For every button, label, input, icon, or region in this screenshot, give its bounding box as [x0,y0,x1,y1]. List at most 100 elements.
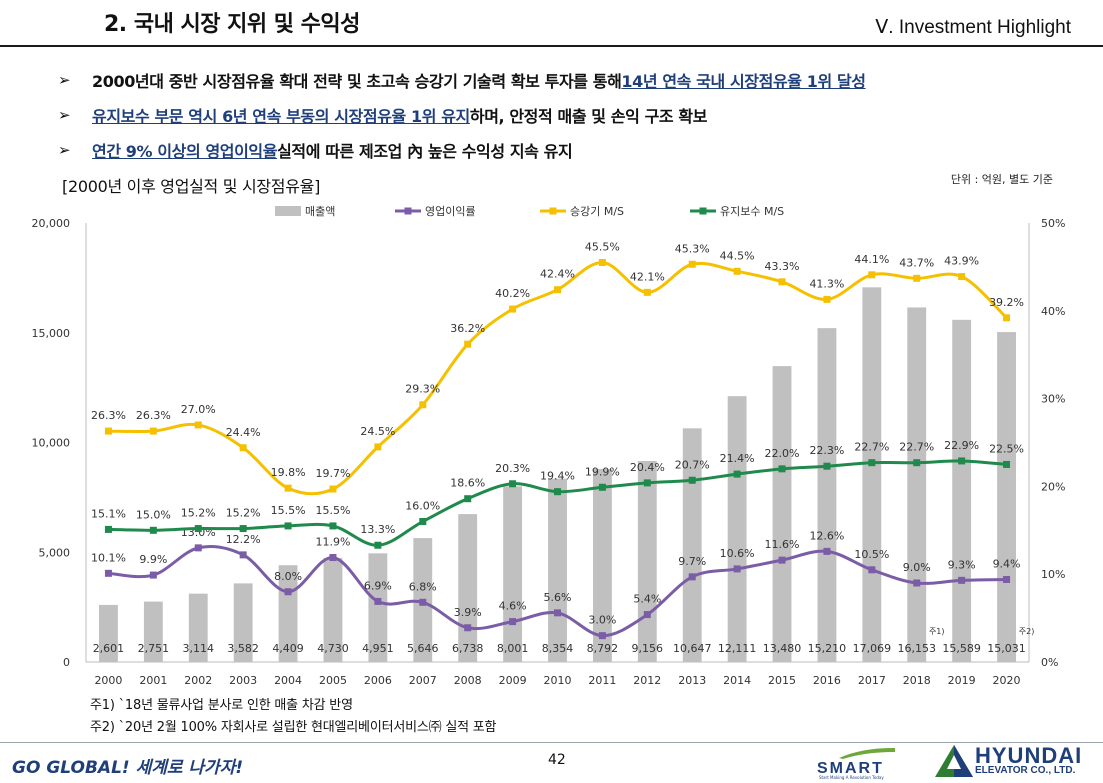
point-operating-margin [239,551,247,559]
bar-value-label: 15,210 [808,642,847,655]
x-tick-label: 2002 [184,674,212,687]
x-tick-label: 2010 [544,674,572,687]
data-label-maintenance-ms: 22.7% [899,441,934,454]
point-elevator-ms [239,444,247,452]
x-tick-label: 2007 [409,674,437,687]
x-tick-label: 2006 [364,674,392,687]
x-tick-label: 2012 [633,674,661,687]
footnote-marker: 주2) [1019,627,1035,636]
data-label-elevator-ms: 42.4% [540,268,575,281]
point-elevator-ms [778,278,786,286]
bullet-item: ➢ 유지보수 부문 역시 6년 연속 부동의 시장점유율 1위 유지 하며, 안… [58,97,1078,132]
page-title: 2. 국내 시장 지위 및 수익성 [104,12,360,37]
legend-marker-maintenance-ms [699,207,707,215]
footnote-marker: 주1) [929,627,945,636]
data-label-operating-margin: 9.0% [903,561,931,574]
data-label-maintenance-ms: 15.1% [91,507,126,520]
data-label-maintenance-ms: 15.5% [315,504,350,517]
data-label-elevator-ms: 40.2% [495,287,530,300]
data-label-elevator-ms: 27.0% [181,403,216,416]
data-label-maintenance-ms: 20.7% [675,458,710,471]
data-label-operating-margin: 9.4% [993,557,1021,570]
bullet-item: ➢ 2000년대 중반 시장점유율 확대 전략 및 초고속 승강기 기술력 확보… [58,62,1078,97]
legend-marker-elevator-ms [549,207,557,215]
y-right-tick-label: 10% [1041,568,1065,581]
arrow-bullet-icon: ➢ [58,70,71,89]
smart-tagline: Start Making A Revolution Today [819,775,884,780]
data-label-maintenance-ms: 22.7% [854,441,889,454]
point-operating-margin [194,544,202,552]
point-operating-margin [464,624,472,632]
point-operating-margin [149,571,157,579]
bar-value-label: 8,001 [497,642,529,655]
point-operating-margin [823,547,831,555]
point-elevator-ms [958,273,966,281]
y-left-tick-label: 20,000 [32,217,71,230]
point-maintenance-ms [913,459,921,467]
data-label-elevator-ms: 19.7% [315,467,350,480]
point-operating-margin [1003,575,1011,583]
point-maintenance-ms [554,488,561,496]
data-label-elevator-ms: 43.9% [944,255,979,268]
x-tick-label: 2013 [678,674,706,687]
x-tick-label: 2009 [499,674,527,687]
hyundai-triangle-icon [935,745,973,777]
footer-slogan: GO GLOBAL! 세계로 나가자! [12,758,244,778]
unit-note: 단위 : 억원, 별도 기준 [950,173,1053,186]
data-label-operating-margin: 8.0% [274,570,302,583]
data-label-maintenance-ms: 20.3% [495,462,530,475]
point-maintenance-ms [733,470,741,478]
bar-revenue [458,514,478,662]
bar-revenue [368,553,388,662]
x-tick-label: 2014 [723,674,751,687]
point-elevator-ms [194,421,202,429]
bar-revenue [907,307,927,662]
data-label-maintenance-ms: 19.9% [585,465,620,478]
bullet-item: ➢ 연간 9% 이상의 영업이익율 실적에 따른 제조업 內 높은 수익성 지속… [58,132,1078,167]
hyundai-logo-sub: ELEVATOR CO., LTD. [975,765,1076,776]
footnote-2: 주2) `20년 2월 100% 자회사로 설립한 현대엘리베이터서비스㈜ 실적… [90,720,497,735]
bar-value-label: 2,751 [138,642,170,655]
point-operating-margin [778,556,786,564]
point-elevator-ms [284,484,292,492]
bar-revenue [323,558,343,662]
point-elevator-ms [554,286,561,294]
data-label-operating-margin: 9.3% [948,558,976,571]
data-label-elevator-ms: 24.5% [360,425,395,438]
x-tick-label: 2003 [229,674,257,687]
point-maintenance-ms [1003,460,1011,468]
bar-value-label: 15,031 [987,642,1026,655]
data-label-maintenance-ms: 15.5% [271,504,306,517]
point-elevator-ms [1003,314,1011,322]
bar-revenue [997,332,1016,662]
hyundai-logo-name: HYUNDAI [975,743,1083,768]
bar-revenue [188,593,208,662]
data-label-operating-margin: 6.8% [409,580,437,593]
point-operating-margin [104,569,112,577]
point-elevator-ms [598,259,606,267]
point-elevator-ms [374,443,382,451]
point-operating-margin [643,611,651,619]
data-label-operating-margin: 11.6% [765,538,800,551]
hyundai-logo: HYUNDAI ELEVATOR CO., LTD. [935,743,1095,779]
y-right-tick-label: 50% [1041,217,1065,230]
point-elevator-ms [509,305,517,313]
data-label-operating-margin: 11.9% [315,536,350,549]
data-label-elevator-ms: 42.1% [630,270,665,283]
data-label-maintenance-ms: 20.4% [630,461,665,474]
point-elevator-ms [913,274,921,282]
bar-revenue [503,486,523,662]
smart-logo: SMART Start Making A Revolution Today [815,744,910,780]
data-label-elevator-ms: 26.3% [136,409,171,422]
point-operating-margin [958,576,966,584]
bar-revenue [862,287,882,662]
data-label-maintenance-ms: 13.3% [360,523,395,536]
point-elevator-ms [329,485,337,493]
point-operating-margin [284,588,292,596]
bullet-text: 2000년대 중반 시장점유율 확대 전략 및 초고속 승강기 기술력 확보 투… [92,71,622,91]
point-maintenance-ms [509,480,517,488]
data-label-operating-margin: 3.9% [454,606,482,619]
data-label-maintenance-ms: 16.0% [405,500,440,513]
legend-label-elevator-ms: 승강기 M/S [570,205,624,218]
data-label-operating-margin: 5.4% [633,593,661,606]
